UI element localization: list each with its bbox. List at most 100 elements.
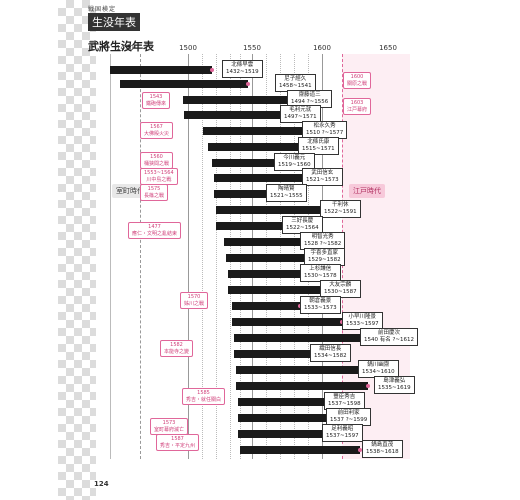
warlord-label: 島津義弘 1535~1619 [374,376,415,394]
event-callout: 1553~1564 川中島之戰 [140,168,178,185]
checker-decoration [58,0,96,500]
warlord-years: 1530~1578 [304,273,337,279]
page-title: 武將生沒年表 [88,40,154,53]
warlord-years: 1521~1573 [306,177,339,183]
event-year: 1553~1564 [144,170,174,176]
lifespan-bar [234,334,366,342]
event-callout: 1585 秀吉・就任關白 [182,388,226,405]
event-year: 1575 [147,186,161,192]
event-callout: 1582 本能寺之變 [160,340,194,357]
warlord-name: 島津義弘 [383,378,406,384]
series-label: 戦国検定 [88,6,117,13]
event-year: 1585 [197,390,210,396]
event-callout: 1600 關原之戰 [343,72,372,89]
warlord-years: 1497~1571 [284,114,317,120]
page-number: 124 [94,480,109,488]
lifespan-bar [232,302,302,310]
warlord-name: 鍋島直茂 [371,442,394,448]
event-callout: 1477 應仁・文明之亂結束 [128,222,182,239]
event-text: 川中島之戰 [146,176,172,183]
event-text: 長篠之戰 [144,192,165,199]
lifespan-bar [228,286,326,294]
warlord-label: 北條氏康 1515~1571 [298,137,339,155]
event-callout: 1573 室町幕府滅亡 [150,418,189,435]
lifespan-bar [214,174,306,182]
warlord-label: 武田信玄 1521~1573 [302,168,343,186]
axis-tick: 1500 [179,44,197,52]
warlord-years: 1494 ?~1556 [291,99,329,105]
warlord-label: 明智光秀 1528 ?~1582 [300,232,346,250]
event-text: 關原之戰 [347,80,368,87]
warlord-years: 1522~1591 [324,209,357,215]
lifespan-bar [110,66,214,74]
warlord-years: 1535~1619 [378,385,411,391]
gridline [216,54,217,459]
event-text: 姊川之戰 [184,300,205,307]
lifespan-bar [236,366,366,374]
event-text: 大佛殿火災 [144,130,170,137]
warlord-name: 宇喜多直家 [310,250,339,256]
warlord-years: 1529~1582 [308,257,341,263]
warlord-years: 1537 ?~1599 [330,417,368,423]
event-year: 1600 [350,74,364,80]
warlord-years: 1537~1598 [328,401,361,407]
event-callout: 1543 鐵砲傳來 [142,92,171,109]
warlord-name: 北條氏康 [307,139,330,145]
warlord-name: 毛利元就 [289,107,312,113]
warlord-years: 1533~1573 [304,305,337,311]
warlord-years: 1521~1555 [270,193,303,199]
event-callout: 1587 秀吉・平定九州 [156,434,200,451]
event-callout: 1560 桶狹間之戰 [140,152,174,169]
warlord-label: 千利休 1522~1591 [320,200,361,218]
warlord-name: 北條早雲 [231,62,254,68]
warlord-name: 陶晴賢 [278,186,295,192]
warlord-years: 1534~1582 [314,353,347,359]
event-callout: 1575 長篠之戰 [140,184,169,201]
axis-tick: 1650 [379,44,397,52]
warlord-years: 1432~1519 [226,69,259,75]
warlord-name: 前田慶次 [378,330,401,336]
event-text: 本能寺之變 [164,348,190,355]
warlord-name: 小早川隆景 [348,314,377,320]
warlord-label: 北條早雲 1432~1519 [222,60,263,78]
warlord-label: 今川義元 1519~1560 [274,153,315,171]
event-text: 江戸幕府 [347,106,368,113]
warlord-years: 1533~1597 [346,321,379,327]
warlord-label: 毛利元就 1497~1571 [280,105,321,123]
lifespan-bar [208,143,308,151]
gridline [188,54,189,459]
lifespan-bar [228,270,308,278]
gridline [202,54,203,459]
warlord-name: 松永久秀 [313,123,336,129]
lifespan-bar [203,127,309,135]
axis-tick: 1550 [243,44,261,52]
era-muromachi: 室町時代 [112,184,148,198]
event-year: 1570 [187,294,201,300]
event-text: 秀吉・就任關白 [186,396,222,403]
event-callout: 1570 姊川之戰 [180,292,209,309]
lifespan-bar [234,350,316,358]
axis-tick: 1600 [313,44,331,52]
warlord-years: 1534~1610 [362,369,395,375]
event-callout: 1567 大佛殿火災 [140,122,174,139]
event-year: 1603 [350,100,364,106]
era-edo: 江戸時代 [349,184,385,198]
warlord-name: 織田信長 [319,346,342,352]
warlord-years: 1538~1618 [366,449,399,455]
lifespan-bar [238,430,336,438]
event-year: 1477 [148,224,161,230]
warlord-years: 1515~1571 [302,146,335,152]
lifespan-bar [232,318,344,326]
warlord-years: 1519~1560 [278,162,311,168]
lifespan-bar [226,254,312,262]
event-year: 1543 [149,94,163,100]
timeline-plot [110,54,411,459]
event-year: 1573 [162,420,176,426]
lifespan-bar [240,446,362,454]
warlord-label: 大友宗麟 1530~1587 [320,280,361,298]
warlord-name: 武田信玄 [311,170,334,176]
warlord-name: 明智光秀 [311,234,334,240]
warlord-name: 足利義昭 [331,426,354,432]
warlord-name: 鍋川幽齋 [367,362,390,368]
warlord-name: 前田利家 [337,410,360,416]
